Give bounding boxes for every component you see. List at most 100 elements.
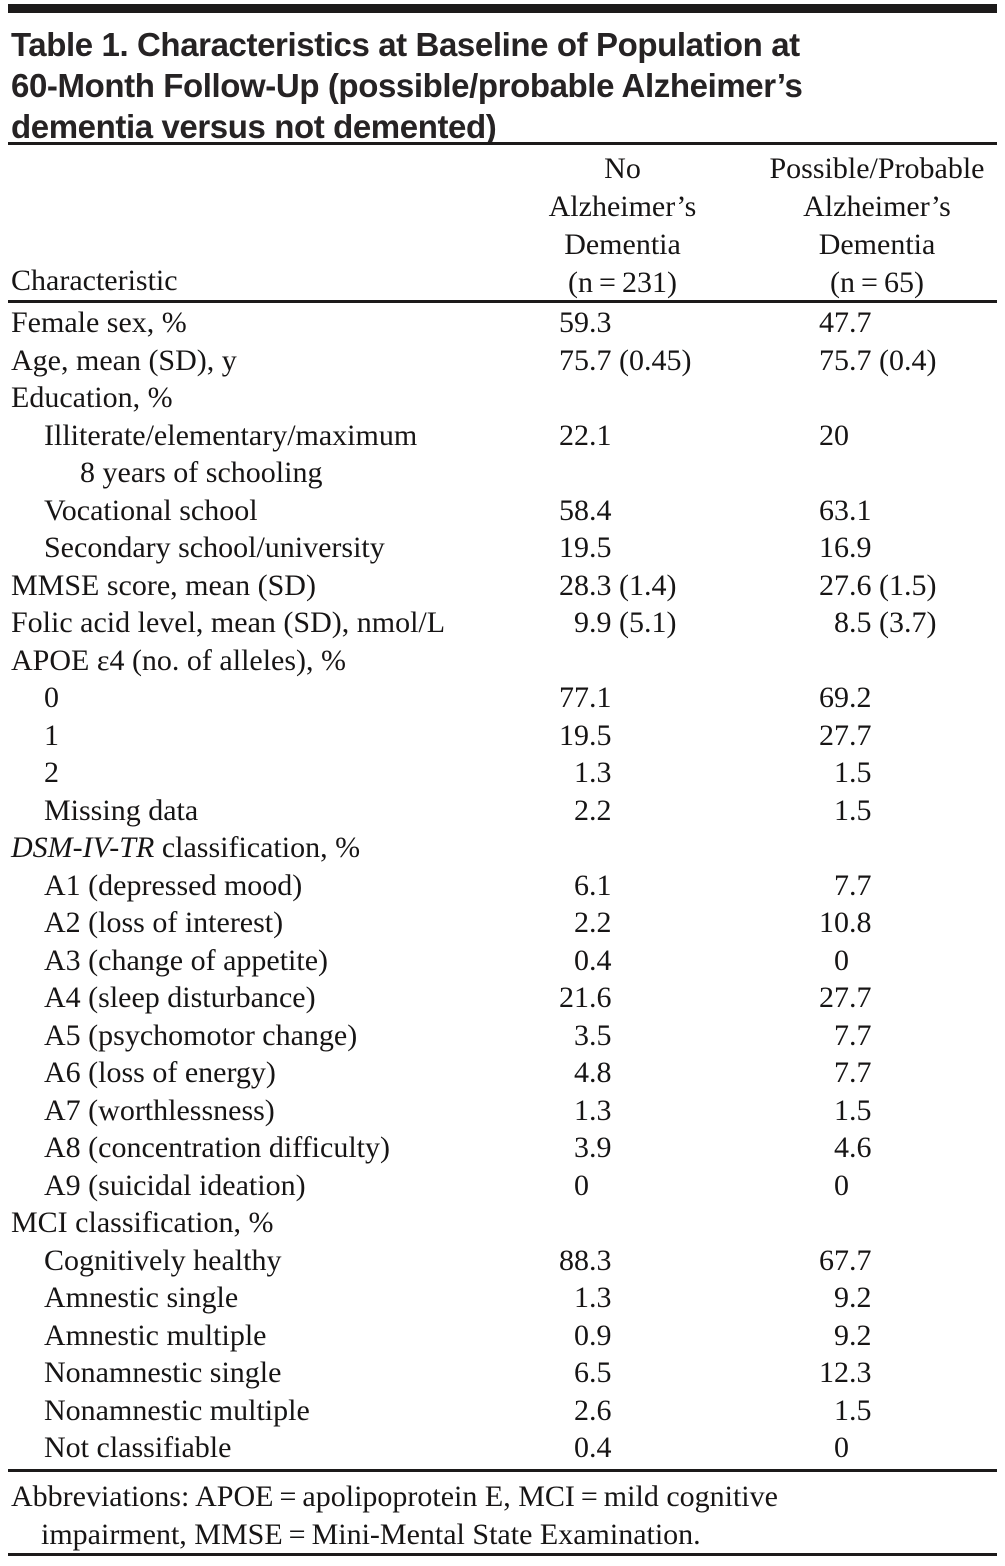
row-label: Illiterate/elementary/maximum 8 years of … [0, 417, 540, 492]
value-fraction-part: .8 [849, 906, 872, 939]
value-fraction-part: .7 [849, 1243, 872, 1277]
table-row: A7 (worthlessness) 1.3 1.5 [0, 1092, 1005, 1130]
value-fraction-part: .5 [849, 793, 872, 827]
table-row: 2 1.3 1.5 [0, 754, 1005, 792]
table-row: 1 19.5 27.7 [0, 717, 1005, 755]
row-label: Nonamnestic single [44, 1356, 282, 1389]
value-fraction-part: .2 [589, 906, 612, 939]
value-integer-part: 0 [834, 943, 849, 977]
value-no-alzheimers: 19.5 [540, 529, 765, 567]
column-header-characteristic: Characteristic [11, 264, 178, 297]
value-fraction-part: .5 [589, 718, 612, 752]
value-integer-part: 21 [559, 981, 589, 1014]
table-title-line: dementia versus not demented) [11, 108, 497, 145]
row-label: 2 [44, 756, 59, 789]
table-row: Illiterate/elementary/maximum 8 years of … [0, 417, 1005, 492]
row-label-wrap: 8 years of schooling [80, 456, 323, 489]
value-fraction-part: .5 [589, 531, 612, 564]
bottom-rule [8, 1553, 997, 1556]
value-possible-probable-alzheimers: 10.8 [765, 904, 1005, 942]
value-no-alzheimers: 2.2 [540, 904, 765, 942]
value-integer-part: 19 [559, 718, 589, 752]
value-no-alzheimers: 28.3 (1.4) [540, 567, 765, 605]
row-label: DSM-IV-TR classification, % [11, 831, 361, 864]
table-row: Age, mean (SD), y 75.7 (0.45) 75.7 (0.4) [0, 342, 1005, 380]
value-possible-probable-alzheimers: 8.5 (3.7) [765, 604, 1005, 642]
title-rule [8, 142, 997, 145]
table-row: Folic acid level, mean (SD), nmol/L 9.9 (… [0, 604, 1005, 642]
value-no-alzheimers: 4.8 [540, 1054, 765, 1092]
table-row: Nonamnestic multiple 2.6 1.5 [0, 1392, 1005, 1430]
value-integer-part: 6 [574, 1356, 589, 1389]
row-label: Age, mean (SD), y [11, 343, 237, 377]
row-label: Amnestic multiple [44, 1318, 267, 1352]
table-row: Vocational school 58.4 63.1 [0, 492, 1005, 530]
value-fraction-part: .1 [589, 681, 612, 714]
value-integer-part: 1 [574, 756, 589, 789]
value-integer-part: 1 [834, 756, 849, 789]
value-possible-probable-alzheimers: 27.7 [765, 717, 1005, 755]
table-row: Education, % [0, 379, 1005, 417]
top-rule [8, 4, 997, 13]
value-fraction-part: .6 (1.5) [849, 568, 937, 602]
value-possible-probable-alzheimers: 7.7 [765, 1017, 1005, 1055]
table-header: Characteristic No Alzheimer’s Dementia (… [0, 150, 1005, 300]
value-integer-part: 63 [819, 493, 849, 527]
value-fraction-part: .3 [589, 1093, 612, 1127]
value-fraction-part: .5 [589, 1356, 612, 1389]
value-integer-part: 75 [559, 343, 589, 377]
value-integer-part: 27 [819, 568, 849, 602]
value-integer-part: 4 [574, 1056, 589, 1089]
value-integer-part: 1 [834, 1393, 849, 1427]
value-fraction-part: .1 [589, 868, 612, 902]
table-row: Nonamnestic single 6.5 12.3 [0, 1354, 1005, 1392]
abbreviations-line: Abbreviations: APOE = apolipoprotein E, … [11, 1480, 778, 1513]
table-row: Amnestic multiple 0.9 9.2 [0, 1317, 1005, 1355]
value-integer-part: 0 [574, 1318, 589, 1352]
value-fraction-part: .7 (0.4) [849, 343, 937, 377]
value-fraction-part: .3 [589, 756, 612, 789]
row-label: A5 (psychomotor change) [44, 1018, 358, 1052]
table-row: Secondary school/university 19.5 16.9 [0, 529, 1005, 567]
value-possible-probable-alzheimers: 9.2 [765, 1317, 1005, 1355]
value-fraction-part: .8 [589, 1056, 612, 1089]
value-possible-probable-alzheimers: 12.3 [765, 1354, 1005, 1392]
row-label-italic: DSM-IV-TR [11, 831, 155, 864]
row-label: Female sex, % [11, 306, 187, 339]
value-integer-part: 67 [819, 1243, 849, 1277]
table-row: Female sex, % 59.3 47.7 [0, 304, 1005, 342]
value-integer-part: 9 [574, 606, 589, 639]
row-label: Not classifiable [44, 1431, 232, 1464]
value-no-alzheimers: 2.2 [540, 792, 765, 830]
column-header-line: Dementia [564, 228, 681, 261]
table-row: Cognitively healthy 88.3 67.7 [0, 1242, 1005, 1280]
row-label: Education, % [11, 381, 173, 414]
row-label: 0 [44, 681, 59, 714]
row-label: Missing data [44, 793, 199, 827]
table-row: 0 77.1 69.2 [0, 679, 1005, 717]
value-fraction-part: .6 [589, 981, 612, 1014]
value-fraction-part: .4 [589, 943, 612, 977]
value-integer-part: 7 [834, 868, 849, 902]
value-fraction-part: .2 [849, 681, 872, 714]
value-no-alzheimers: 3.9 [540, 1129, 765, 1167]
value-possible-probable-alzheimers: 1.5 [765, 754, 1005, 792]
column-header-no-alzheimers: No Alzheimer’s Dementia (n = 231) [500, 150, 745, 302]
value-possible-probable-alzheimers: 27.7 [765, 979, 1005, 1017]
value-integer-part: 2 [574, 793, 589, 827]
value-integer-part: 3 [574, 1018, 589, 1052]
table-row: A8 (concentration difficulty) 3.9 4.6 [0, 1129, 1005, 1167]
value-fraction-part: .9 [589, 1318, 612, 1352]
table-row: A4 (sleep disturbance) 21.6 27.7 [0, 979, 1005, 1017]
value-fraction-part: .1 [589, 418, 612, 452]
table-body: Female sex, % 59.3 47.7 Age, mean (SD), y 75… [0, 304, 1005, 1467]
value-fraction-part: .9 [589, 1131, 612, 1164]
value-possible-probable-alzheimers: 47.7 [765, 304, 1005, 342]
value-fraction-part: .7 [849, 1018, 872, 1052]
value-integer-part: 59 [559, 306, 589, 339]
value-no-alzheimers: 0 [540, 1167, 765, 1205]
row-label: MMSE score, mean (SD) [11, 568, 316, 602]
row-label: APOE ε4 (no. of alleles), % [11, 643, 347, 677]
column-header-line: Possible/Probable [769, 152, 985, 185]
